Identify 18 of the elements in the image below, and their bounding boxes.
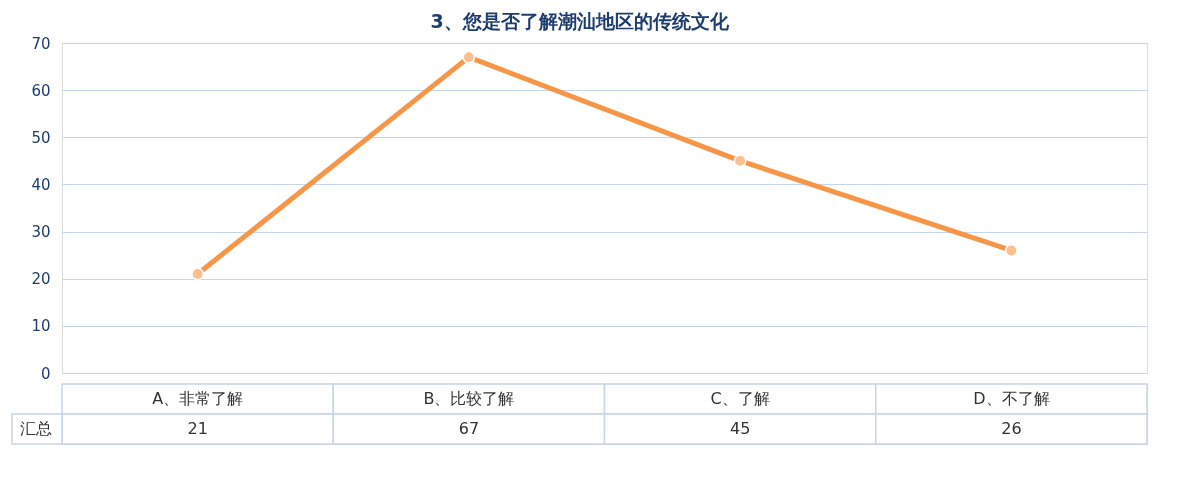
data-label: 21 [187, 419, 208, 438]
text: 汇总 [20, 419, 52, 438]
y-tick-label: 40 [31, 175, 51, 194]
data-label: 67 [458, 419, 480, 438]
y-tick-label: 10 [31, 317, 51, 336]
y-tick-label: 30 [31, 223, 51, 242]
data-label: 45 [729, 419, 751, 438]
y-tick-label: 20 [31, 270, 51, 289]
y-tick-label: 70 [31, 34, 51, 53]
x-tick-label: A、非常了解 [152, 389, 244, 408]
x-tick-label: D、不了解 [973, 389, 1050, 408]
y-tick-label: 60 [31, 81, 51, 100]
y-tick-label: 0 [40, 364, 51, 383]
y-tick-label: 50 [31, 128, 51, 147]
x-tick-label: B、比较了解 [423, 389, 515, 408]
chart-title: 3、您是否了解潮汕地区的传统文化 [430, 9, 730, 32]
x-tick-label: C、了解 [710, 389, 770, 408]
data-label: 26 [1001, 419, 1022, 438]
